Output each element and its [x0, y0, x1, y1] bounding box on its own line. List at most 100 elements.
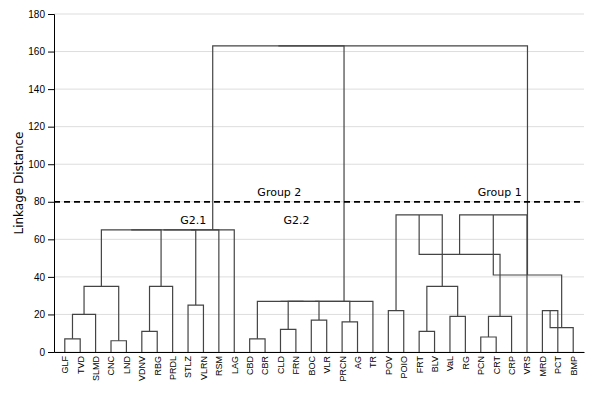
plot: 020406080100120140160180GLFTVDSLMDCNCLND…	[28, 9, 584, 382]
grid-line	[54, 239, 584, 240]
x-tick: PRCN	[337, 352, 347, 382]
y-tick-label: 40	[34, 272, 46, 283]
x-tick: FRN	[291, 352, 301, 375]
y-tick: 80	[34, 196, 54, 207]
y-tick-mark	[48, 52, 54, 53]
x-tick-label: CBR	[260, 356, 270, 376]
link	[481, 337, 496, 352]
link	[278, 46, 527, 275]
annotation: G2.1	[180, 214, 206, 227]
x-tick: VDNV	[137, 352, 147, 381]
x-tick-label: VLRN	[199, 356, 209, 380]
x-tick-label: BLV	[430, 356, 440, 372]
x-tick-label: POV	[384, 356, 394, 375]
grid-line	[54, 126, 584, 127]
x-tick: VLRN	[199, 352, 209, 380]
y-tick-mark	[48, 127, 54, 128]
y-tick-mark	[48, 164, 54, 165]
y-axis-title: Linkage Distance	[12, 131, 26, 234]
grid-line	[54, 352, 584, 353]
x-tick-label: CNC	[106, 356, 116, 376]
x-tick: BLV	[430, 352, 440, 372]
x-tick-label: POIO	[399, 356, 409, 379]
y-tick-label: 160	[28, 46, 45, 57]
link	[288, 301, 319, 329]
y-tick-label: 60	[34, 234, 46, 245]
x-tick-label: PCT	[553, 355, 563, 374]
x-tick: PCN	[476, 352, 486, 375]
link	[131, 230, 196, 305]
x-tick: VLR	[322, 352, 332, 374]
link	[488, 316, 511, 352]
link	[101, 230, 161, 286]
y-tick: 140	[28, 84, 54, 95]
link	[65, 339, 80, 352]
y-tick: 100	[28, 159, 54, 170]
x-tick: CLD	[276, 352, 286, 374]
x-tick: BMP	[569, 352, 579, 376]
x-tick: VaL	[445, 352, 455, 371]
x-tick-label: CBD	[245, 356, 255, 376]
link	[250, 339, 265, 352]
y-tick-label: 100	[28, 159, 45, 170]
x-tick-label: PRDL	[168, 356, 178, 380]
y-tick: 60	[34, 234, 54, 245]
grid-line	[54, 164, 584, 165]
x-tick: CBD	[245, 352, 255, 375]
link	[150, 286, 173, 352]
annotations: Group 2Group 1G2.1G2.2	[180, 186, 521, 227]
x-tick-label: VRS	[522, 356, 532, 375]
y-tick: 0	[39, 347, 54, 358]
x-tick: SLMD	[91, 352, 101, 381]
x-tick: FRT	[415, 352, 425, 373]
x-tick-label: LND	[122, 356, 132, 375]
grid-line	[54, 201, 584, 202]
y-tick-mark	[48, 14, 54, 15]
y-tick-mark	[48, 352, 54, 353]
y-tick: 120	[28, 121, 54, 132]
x-tick: TR	[368, 352, 378, 368]
x-tick-label: FRN	[291, 356, 301, 375]
x-tick: CRP	[507, 352, 517, 375]
annotation: Group 2	[257, 186, 301, 199]
grid-line	[54, 89, 584, 90]
x-tick-label: AG	[353, 356, 363, 369]
x-tick: RBG	[153, 352, 163, 376]
link	[142, 331, 157, 352]
x-tick: BOC	[307, 352, 317, 376]
y-tick-mark	[48, 277, 54, 278]
x-tick: LND	[122, 352, 132, 374]
x-tick-label: CRT	[492, 356, 502, 375]
grid-line	[54, 276, 584, 277]
y-axis-line	[48, 15, 55, 353]
link	[188, 305, 203, 352]
link	[342, 322, 357, 352]
x-tick-label: CLD	[276, 356, 286, 375]
link	[315, 301, 373, 352]
x-tick-label: PRCN	[337, 356, 347, 382]
y-tick: 160	[28, 46, 54, 57]
x-tick: POIO	[399, 352, 409, 379]
y-tick-mark	[48, 202, 54, 203]
annotation: Group 1	[478, 186, 522, 199]
link	[280, 329, 295, 352]
x-tick-label: TR	[368, 356, 378, 368]
link	[163, 230, 218, 352]
x-tick-label: GLF	[60, 356, 70, 374]
x-tick: CRT	[492, 352, 502, 374]
y-tick-label: 180	[28, 9, 45, 20]
link	[419, 331, 434, 352]
x-tick-label: RG	[461, 356, 471, 370]
x-tick: GLF	[60, 352, 70, 374]
y-tick-label: 140	[28, 84, 45, 95]
y-tick-mark	[48, 314, 54, 315]
grid	[54, 14, 584, 352]
x-tick-label: VLR	[322, 356, 332, 374]
link	[111, 341, 126, 352]
x-tick: PCT	[553, 352, 563, 374]
x-tick-label: MRD	[538, 356, 548, 377]
link	[427, 286, 458, 331]
link	[280, 301, 349, 322]
links	[54, 46, 584, 352]
threshold-line	[54, 201, 584, 203]
